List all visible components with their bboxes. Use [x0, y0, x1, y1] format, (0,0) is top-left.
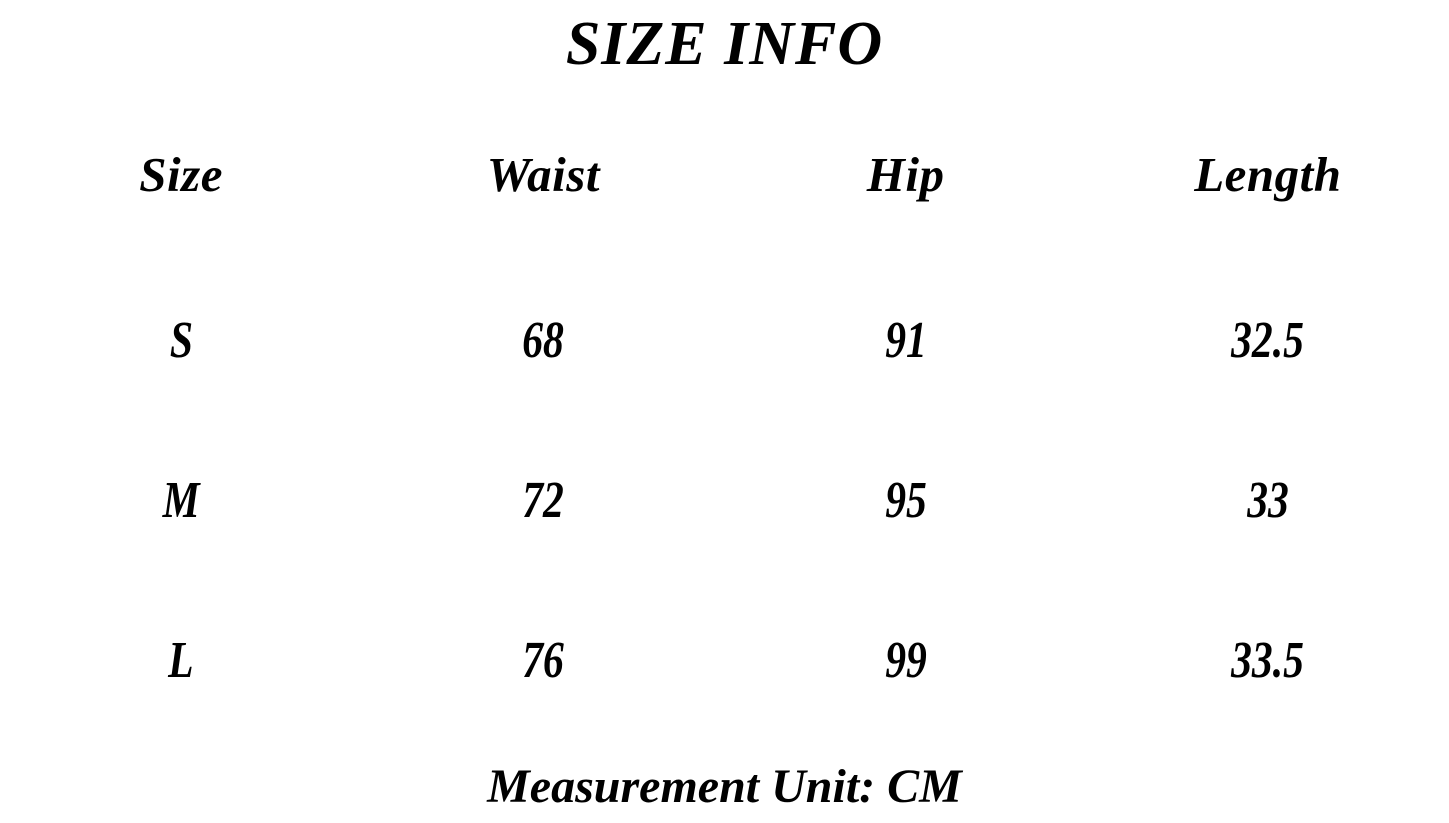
column-header-waist: Waist [486, 146, 600, 202]
cell-waist: 76 [362, 581, 724, 741]
cell-hip: 91 [725, 261, 1087, 421]
column-header-size: Size [139, 146, 223, 202]
length-value: 33.5 [1231, 632, 1305, 690]
row-label-size: S [0, 261, 362, 421]
row-label-size: M [0, 421, 362, 581]
table-row-s: S 68 91 32.5 [0, 261, 1449, 421]
length-value: 32.5 [1231, 312, 1305, 370]
page-title: SIZE INFO [565, 10, 884, 78]
length-value: 33 [1247, 472, 1289, 530]
cell-length: 33 [1087, 421, 1449, 581]
measurement-unit-note: Measurement Unit: CM [487, 760, 962, 814]
column-header-hip: Hip [866, 146, 945, 202]
cell-waist: 68 [362, 261, 724, 421]
table-row-l: L 76 99 33.5 [0, 581, 1449, 741]
table-header-row: Size Waist Hip Length [0, 142, 1449, 206]
column-header-length: Length [1194, 146, 1342, 202]
hip-value: 91 [884, 312, 927, 370]
waist-value: 76 [522, 632, 565, 690]
waist-value: 68 [522, 312, 565, 370]
size-value: S [169, 312, 193, 370]
size-value: M [162, 472, 200, 530]
cell-length: 33.5 [1087, 581, 1449, 741]
size-value: L [168, 632, 194, 690]
cell-hip: 99 [725, 581, 1087, 741]
table-row-m: M 72 95 33 [0, 421, 1449, 581]
hip-value: 95 [884, 472, 927, 530]
cell-waist: 72 [362, 421, 724, 581]
row-label-size: L [0, 581, 362, 741]
waist-value: 72 [522, 472, 565, 530]
cell-length: 32.5 [1087, 261, 1449, 421]
hip-value: 99 [884, 632, 927, 690]
cell-hip: 95 [725, 421, 1087, 581]
